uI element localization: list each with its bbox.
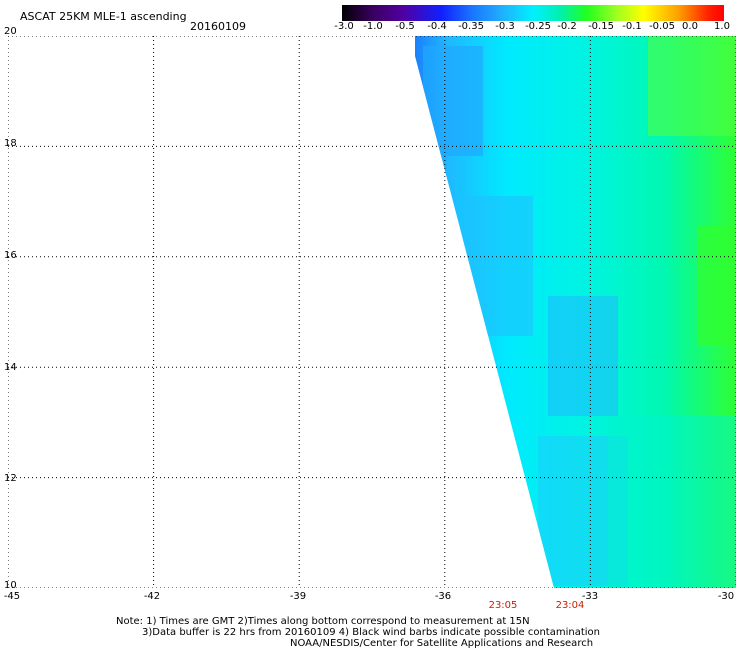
colorbar-label: -3.0 — [334, 21, 354, 32]
colorbar-label: -0.5 — [395, 21, 415, 32]
lat-label: 10 — [4, 580, 17, 591]
colorbar-gradient — [342, 5, 724, 21]
lat-label: 14 — [4, 362, 17, 373]
map-grid — [8, 36, 736, 588]
map-date: 20160109 — [190, 20, 246, 33]
lon-label: -42 — [143, 591, 161, 602]
lon-label: -36 — [434, 591, 452, 602]
lon-label: -45 — [3, 591, 21, 602]
lon-label: -33 — [581, 591, 599, 602]
colorbar-label: -0.3 — [495, 21, 515, 32]
pass-time: 23:05 — [488, 600, 518, 611]
map-plot-area — [8, 36, 736, 588]
colorbar-label: -0.35 — [458, 21, 484, 32]
credit-line: NOAA/NESDIS/Center for Satellite Applica… — [290, 638, 594, 649]
colorbar-label: 0.0 — [682, 21, 698, 32]
colorbar-label: -0.4 — [427, 21, 447, 32]
map-title: ASCAT 25KM MLE-1 ascending — [20, 10, 187, 23]
colorbar-label: -0.1 — [622, 21, 642, 32]
colorbar-label: 1.0 — [714, 21, 730, 32]
note-line: Note: 1) Times are GMT 2)Times along bot… — [116, 616, 530, 627]
lon-label: -30 — [717, 591, 735, 602]
pass-time: 23:04 — [555, 600, 585, 611]
lat-label: 18 — [4, 138, 17, 149]
colorbar — [342, 5, 724, 21]
colorbar-label: -1.0 — [363, 21, 383, 32]
lat-label: 20 — [4, 26, 17, 37]
lon-label: -39 — [289, 591, 307, 602]
swath-field — [415, 36, 736, 588]
colorbar-label: -0.05 — [649, 21, 675, 32]
lat-label: 16 — [4, 250, 17, 261]
lat-label: 12 — [4, 473, 17, 484]
colorbar-label: -0.2 — [557, 21, 577, 32]
colorbar-label: -0.25 — [525, 21, 551, 32]
note-line: 3)Data buffer is 22 hrs from 20160109 4)… — [142, 627, 600, 638]
colorbar-label: -0.15 — [588, 21, 614, 32]
